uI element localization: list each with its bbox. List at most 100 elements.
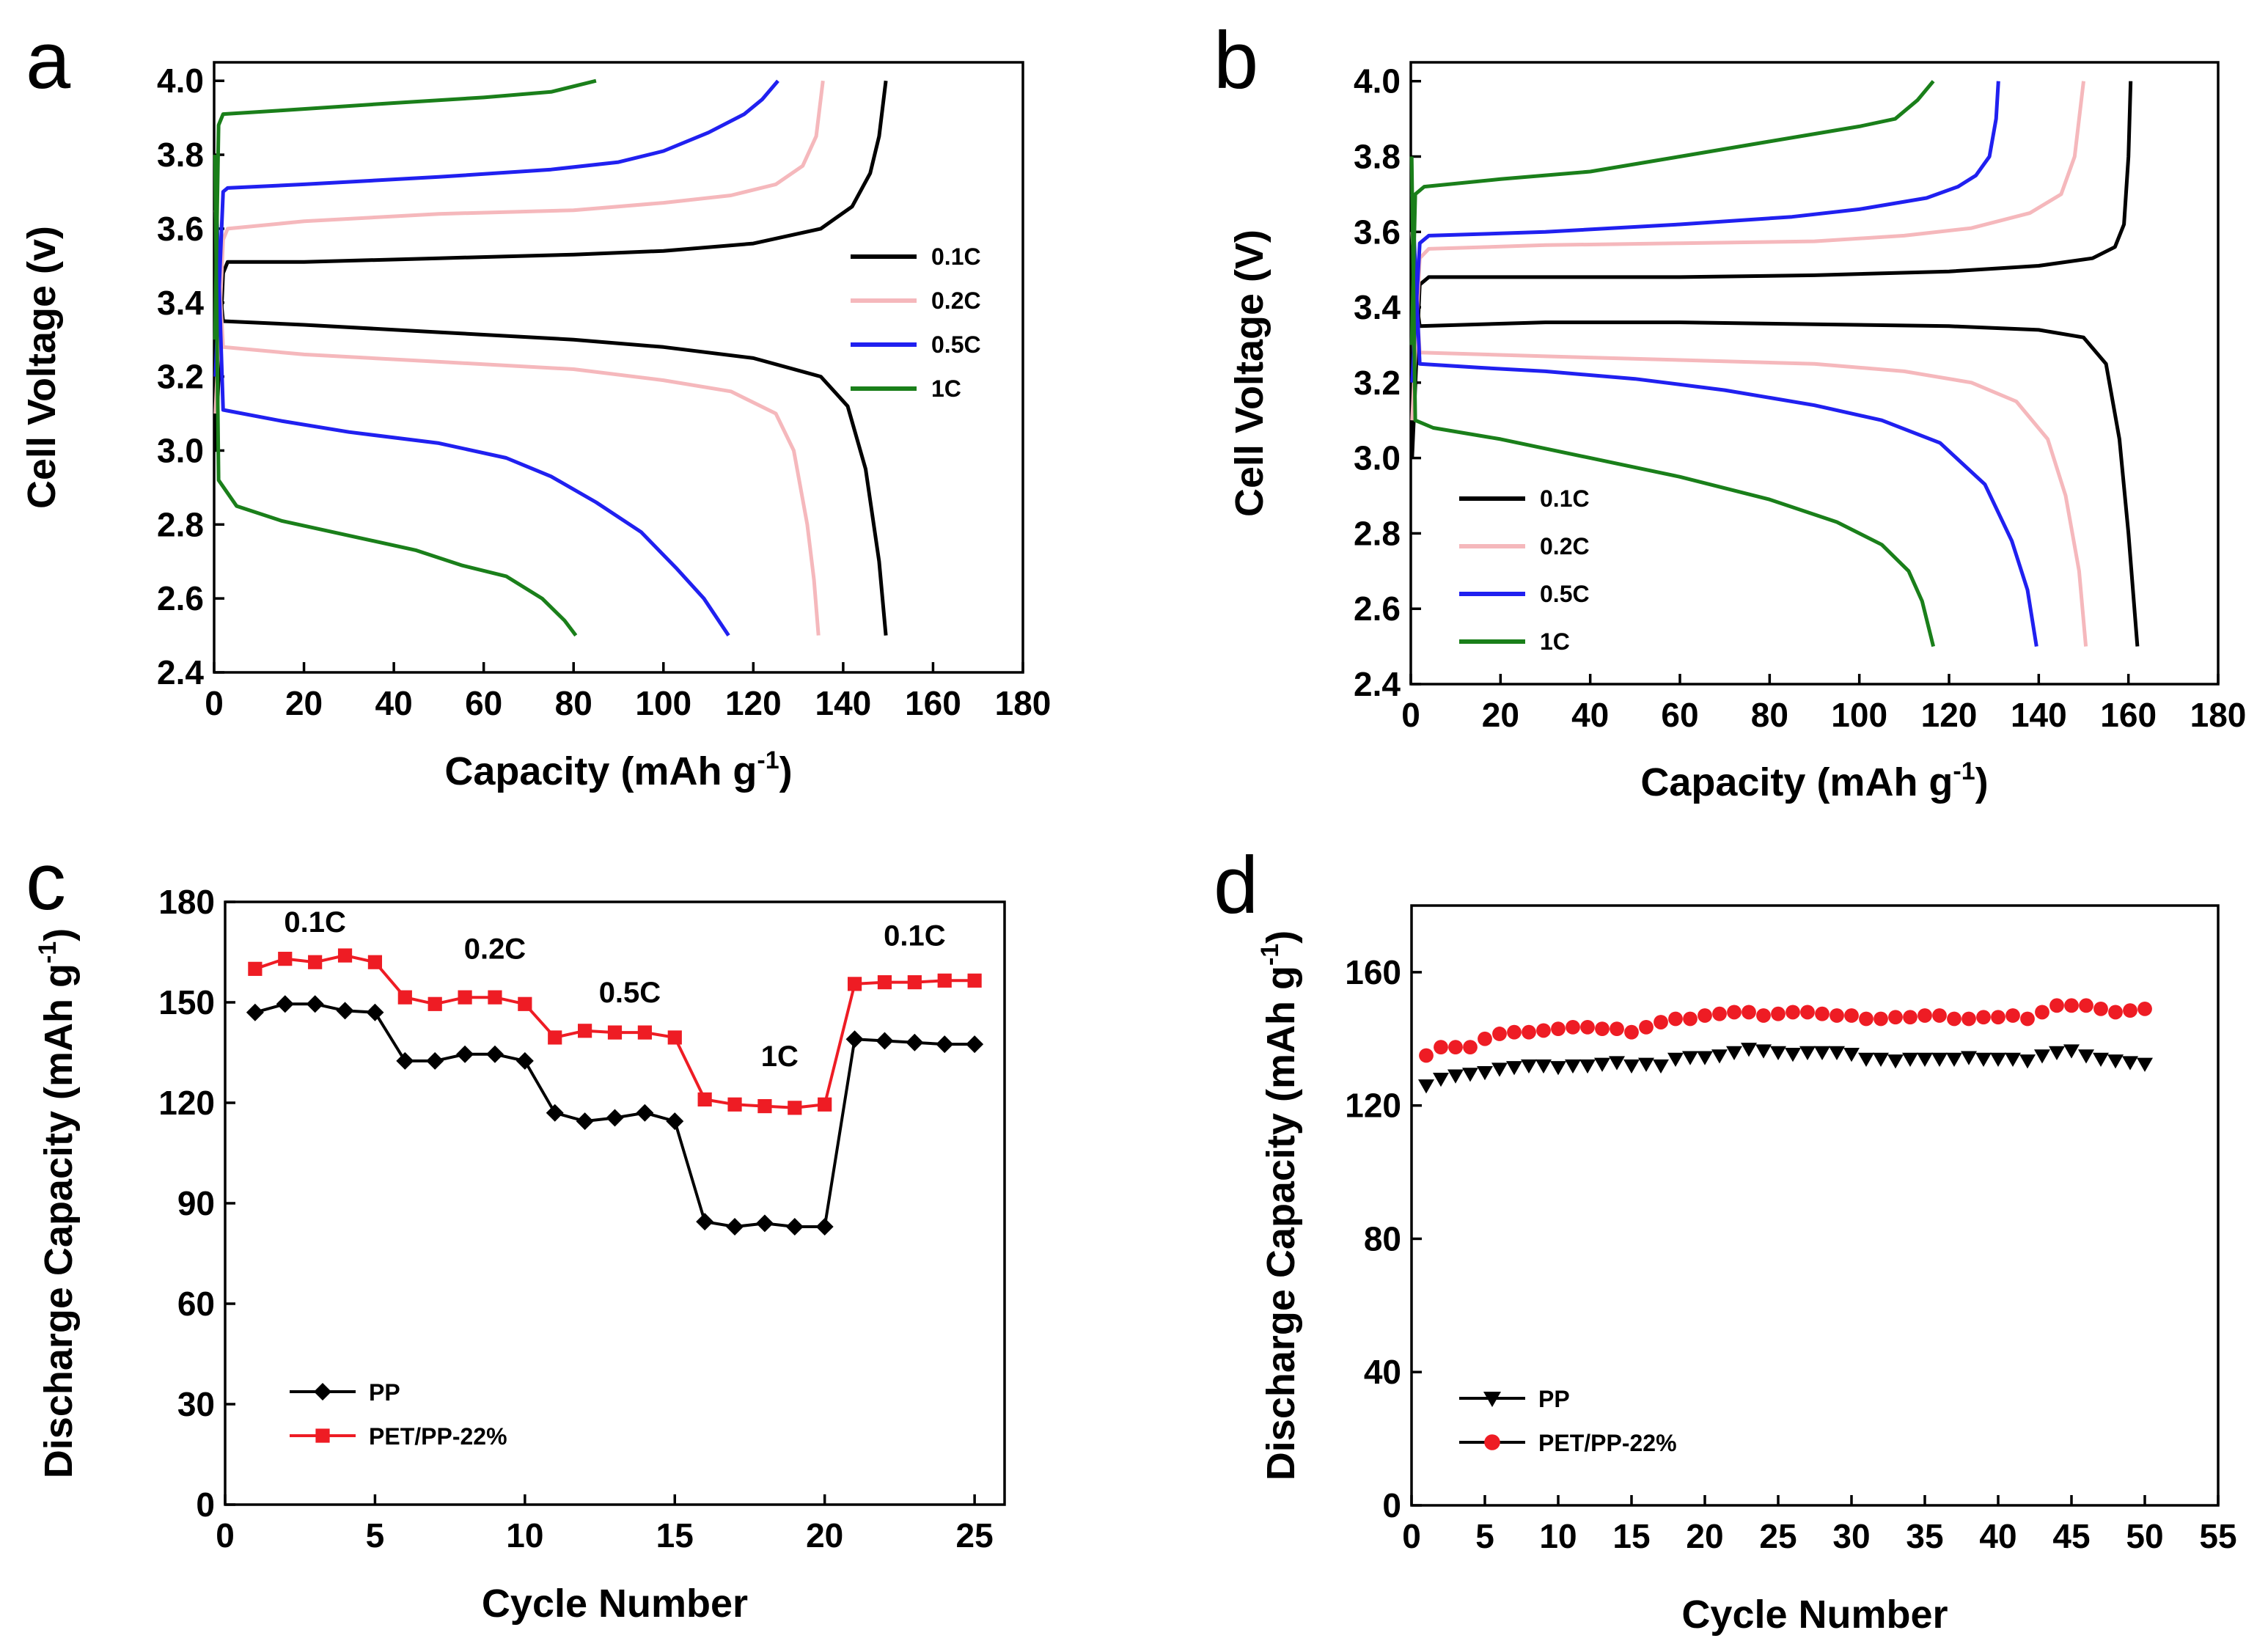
data-point (1932, 1008, 1947, 1023)
y-tick-label: 150 (158, 983, 215, 1021)
data-point (938, 974, 952, 988)
data-point (1462, 1068, 1478, 1082)
data-point (1917, 1053, 1933, 1067)
data-point (486, 1046, 504, 1063)
data-point (2020, 1012, 2035, 1027)
legend-label: PET/PP-22% (1538, 1430, 1677, 1456)
charge-curve-0.1C (216, 81, 886, 450)
data-point (1507, 1025, 1522, 1040)
x-tick-label: 50 (2126, 1517, 2163, 1555)
data-point (1522, 1025, 1536, 1040)
legend-label: PP (1538, 1386, 1570, 1412)
data-point (1580, 1020, 1595, 1035)
data-point (1566, 1020, 1580, 1035)
x-tick-label: 160 (2100, 696, 2157, 734)
data-point (2035, 1005, 2049, 1020)
data-point (638, 1026, 652, 1040)
x-tick-label: 25 (956, 1516, 994, 1554)
data-point (428, 997, 442, 1011)
data-point (1917, 1008, 1932, 1023)
legend-label: 0.2C (1540, 533, 1590, 559)
x-tick-label: 10 (506, 1516, 543, 1554)
data-point (1888, 1010, 1903, 1024)
data-point (1639, 1020, 1654, 1035)
x-axis-title: Cycle Number (1681, 1593, 1948, 1637)
discharge-curve-1C (1412, 157, 1933, 647)
data-point (398, 991, 412, 1005)
y-axis-title: Discharge Capacity (mAh g-1) (34, 928, 81, 1478)
data-point (337, 1002, 354, 1019)
y-tick-label: 3.6 (1354, 213, 1401, 251)
data-point (816, 1218, 834, 1236)
y-tick-label: 90 (177, 1184, 215, 1222)
data-point (426, 1052, 444, 1070)
data-point (2064, 998, 2079, 1013)
x-tick-label: 140 (2011, 696, 2067, 734)
y-tick-label: 3.0 (1354, 439, 1401, 477)
panel-a: 0 20 40 60 80 100 120 140 160 180 2.4 2.6 2.8 3.0 3.2 3… (20, 15, 1051, 793)
data-point (1756, 1008, 1771, 1023)
data-point (2123, 1003, 2137, 1018)
panel-c: 0 5 10 15 20 25 0 30 60 90 120 150 180 c Cycle Number D… (26, 837, 1005, 1626)
data-point (1550, 1061, 1566, 1075)
x-tick-label: 20 (806, 1516, 843, 1554)
data-point (1638, 1058, 1654, 1072)
data-point (1682, 1051, 1698, 1065)
data-point (1683, 1012, 1698, 1027)
x-tick-label: 160 (905, 684, 961, 722)
x-axis-title: Capacity (mAh g-1) (444, 746, 792, 793)
data-point (488, 991, 502, 1005)
data-point (1991, 1010, 2005, 1024)
data-point (1976, 1010, 1991, 1024)
y-tick-label: 2.6 (157, 579, 204, 617)
y-tick-label: 120 (158, 1084, 215, 1122)
y-tick-label: 160 (1345, 953, 1401, 991)
data-point (726, 1218, 744, 1236)
data-point (368, 955, 382, 969)
data-point (1419, 1049, 1434, 1063)
data-point (314, 1383, 331, 1400)
y-tick-label: 3.2 (157, 358, 204, 396)
data-point (338, 948, 352, 962)
y-tick-label: 2.6 (1354, 590, 1401, 628)
y-tick-label: 3.2 (1354, 364, 1401, 402)
data-point (1785, 1048, 1801, 1062)
x-axis-title: Cycle Number (482, 1582, 748, 1626)
x-tick-label: 100 (635, 684, 691, 722)
x-tick-label: 45 (2052, 1517, 2090, 1555)
x-tick-label: 15 (656, 1516, 694, 1554)
y-tick-label: 3.6 (157, 210, 204, 248)
data-point (315, 1428, 329, 1442)
y-tick-label: 3.8 (1354, 137, 1401, 175)
data-point (1858, 1053, 1874, 1067)
data-point (1595, 1021, 1610, 1036)
data-point (307, 995, 324, 1013)
y-tick-label: 2.8 (1354, 514, 1401, 552)
discharge-curve-0.2C (1412, 232, 2086, 646)
data-point (1800, 1005, 1815, 1020)
data-point (1654, 1015, 1668, 1029)
data-point (1947, 1012, 1961, 1027)
rate-annotation: 0.1C (284, 906, 346, 939)
data-point (1579, 1060, 1596, 1073)
data-point (2078, 1049, 2094, 1063)
data-point (1484, 1434, 1500, 1450)
panel-letter: c (26, 837, 66, 927)
data-point (1536, 1024, 1551, 1038)
data-point (458, 991, 471, 1005)
data-point (1491, 1062, 1508, 1076)
x-tick-label: 55 (2199, 1517, 2236, 1555)
legend-label: PET/PP-22% (369, 1423, 507, 1450)
data-point (1770, 1046, 1786, 1060)
x-tick-label: 0 (1402, 1517, 1421, 1555)
data-point (576, 1112, 594, 1130)
x-tick-label: 0 (216, 1516, 235, 1554)
data-point (2079, 998, 2093, 1013)
x-tick-label: 120 (725, 684, 782, 722)
data-point (788, 1101, 801, 1115)
data-point (1551, 1021, 1566, 1036)
panel-d: 0 5 10 15 20 25 30 35 40 45 50 5504080120160dCycle … (1214, 840, 2237, 1637)
x-tick-label: 0 (205, 684, 224, 722)
data-point (936, 1035, 953, 1053)
data-point (578, 1024, 592, 1038)
